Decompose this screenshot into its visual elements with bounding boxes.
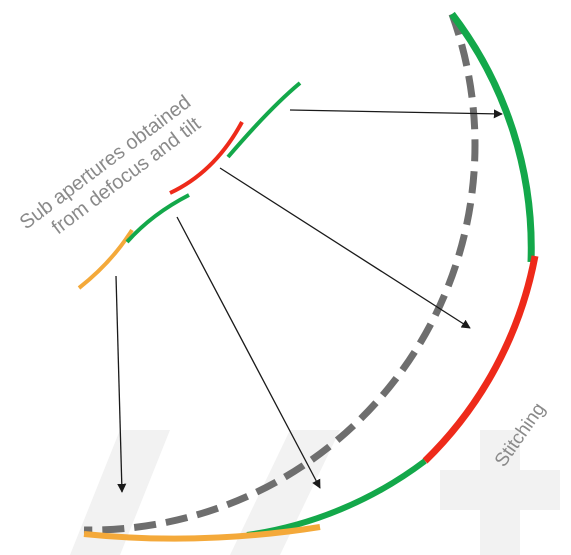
sub-aperture-red: [169, 121, 244, 195]
stitched-segment-red: [422, 255, 539, 464]
arrow-to-top-green: [289, 109, 503, 119]
arrow-to-bottom-green: [176, 216, 321, 489]
sub-apertures-label-line1: Sub apertures obtained: [16, 91, 195, 234]
arrow-to-red: [219, 167, 471, 329]
sub-aperture-green-upper: [226, 81, 302, 159]
sub-aperture-orange: [77, 228, 134, 290]
sub-aperture-green-lower: [125, 193, 190, 244]
stitched-segment-green-top: [449, 11, 535, 263]
arrow-to-orange: [115, 275, 127, 493]
stitched-arc-base: [83, 12, 479, 534]
stitched-segment-orange: [83, 524, 321, 542]
